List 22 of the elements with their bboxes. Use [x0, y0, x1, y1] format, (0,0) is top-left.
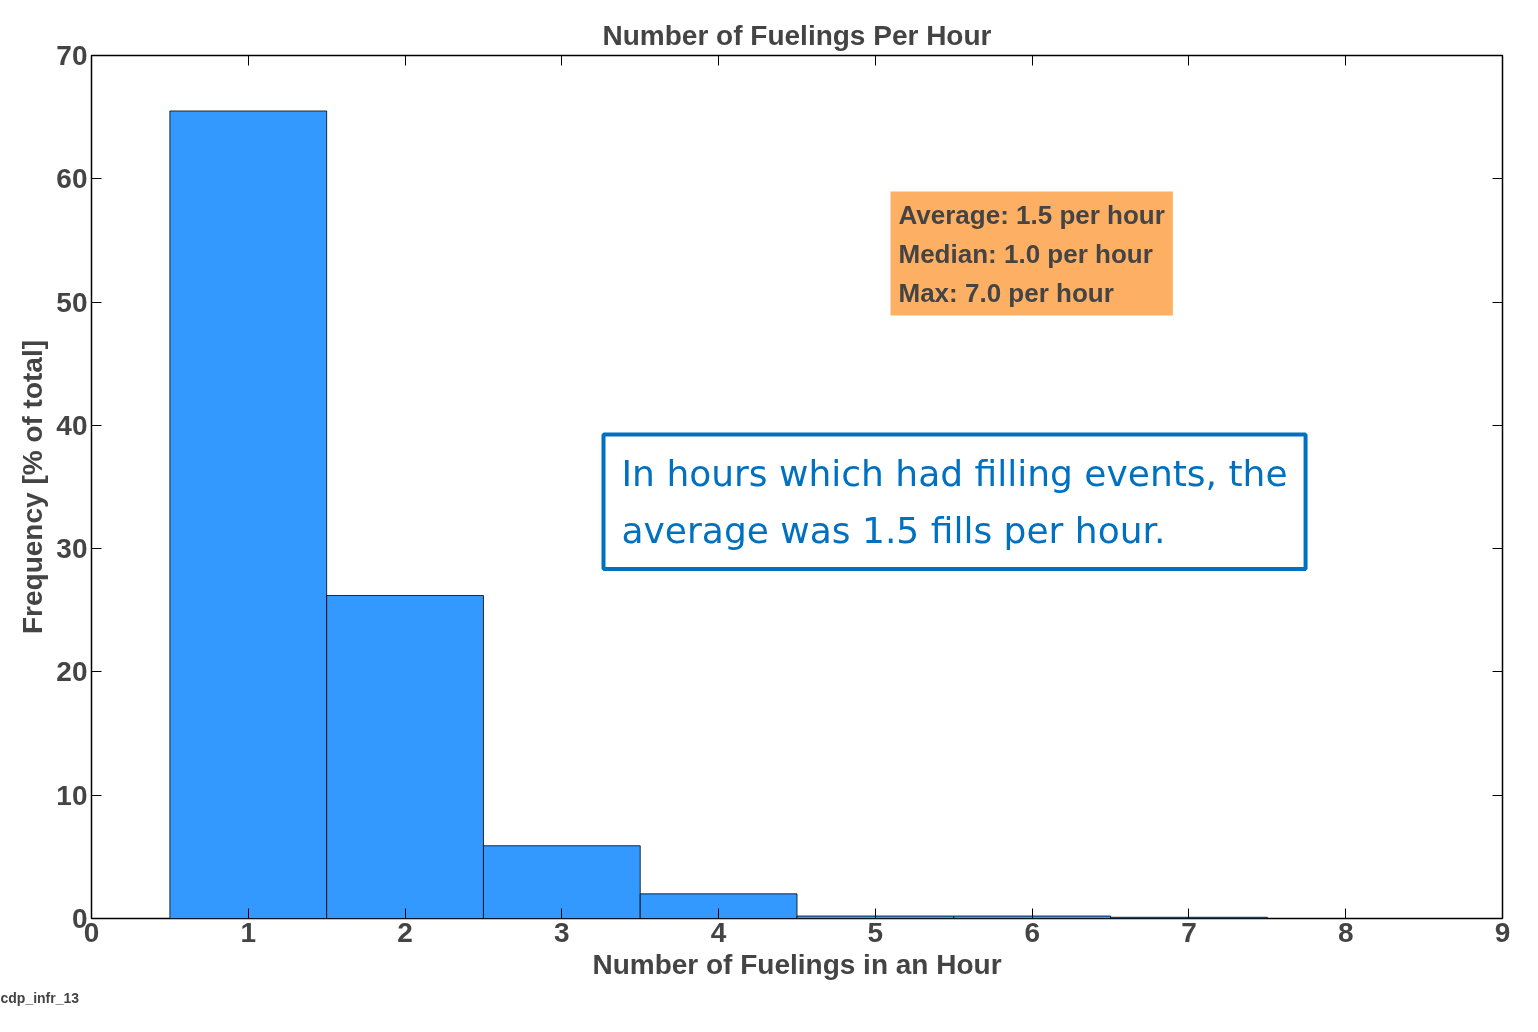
x-axis-title: Number of Fuelings in an Hour — [592, 948, 1002, 980]
x-tick-label: 9 — [1494, 916, 1511, 948]
y-tick-label: 60 — [56, 163, 88, 195]
x-tick-label: 6 — [1024, 916, 1040, 948]
text: cdp_infr_13 — [0, 989, 80, 1006]
y-tick-label: 30 — [56, 533, 88, 565]
annotation: Average: 1.5 per hour Median: 1.0 per hour Max: 7.0 per hour — [898, 199, 1165, 308]
y-tick-label: 50 — [56, 286, 88, 318]
y-tick-label: 10 — [56, 779, 88, 811]
y-axis-title: Frequency [% of total] — [17, 339, 49, 635]
x-tick-label: 2 — [397, 916, 413, 948]
x-tick-label: 4 — [710, 916, 727, 948]
chart-title: Number of Fuelings Per Hour — [602, 19, 992, 51]
y-tick-label: 20 — [56, 656, 88, 688]
x-tick-label: 1 — [240, 916, 257, 948]
x-tick-label: 3 — [554, 916, 570, 948]
y-tick-label: 70 — [56, 40, 88, 71]
y-tick-label: 40 — [56, 409, 88, 441]
x-tick-label: 7 — [1181, 916, 1197, 948]
annotation: In hours which had filling events, the average was 1.5 fills per hour. — [621, 452, 1288, 551]
x-tick-label: 8 — [1337, 916, 1354, 948]
x-tick-label: 5 — [867, 916, 884, 948]
